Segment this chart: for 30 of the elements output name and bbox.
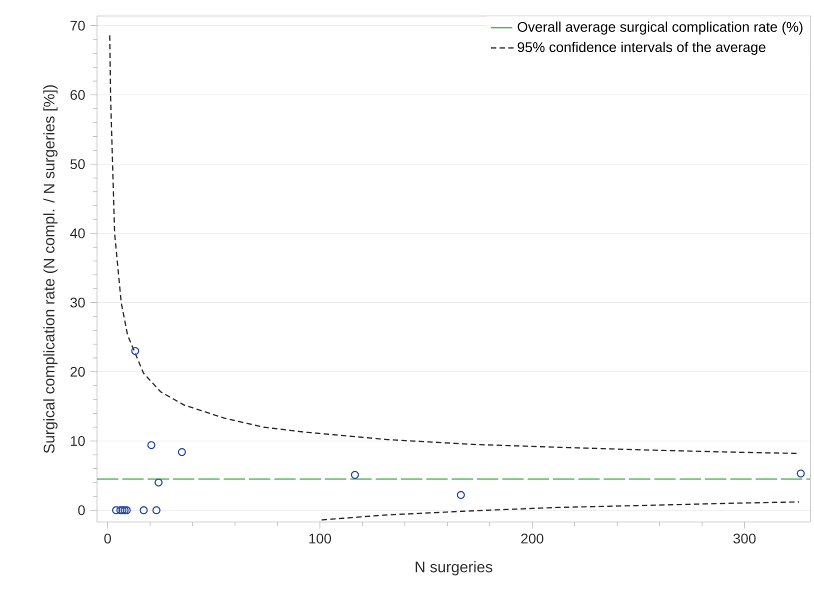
point [120,506,129,514]
point [796,469,805,478]
point [456,490,465,500]
y-axis-title: Surgical complication rate (N compl. / N surgeries [%]) [43,85,58,454]
line-series [320,501,800,521]
x-tick-label: 0 [104,534,111,544]
point [178,448,186,456]
y-tick-label: 0 [78,505,85,516]
y-tick-label: 50 [70,159,85,170]
legend-label: Overall average surgical complication rate (%) [518,22,802,35]
point [152,506,161,514]
point [131,346,140,356]
point [112,506,120,514]
y-tick-label: 20 [70,366,85,377]
x-axis-title: N surgeries [416,561,492,576]
y-tick-label: 40 [70,228,85,238]
point [147,441,156,450]
point [154,478,163,487]
point [118,506,127,514]
point [140,506,148,514]
x-tick-label: 300 [733,534,756,544]
y-tick-label: 30 [70,298,85,308]
y-tick-label: 60 [70,90,85,100]
point [116,506,124,514]
x-tick-label: 100 [309,534,332,544]
legend-label: 95% confidence intervals of the average [518,42,766,55]
x-tick-label: 200 [521,534,544,544]
y-tick-label: 70 [70,20,85,31]
point [350,470,360,479]
y-tick-label: 10 [70,436,85,446]
